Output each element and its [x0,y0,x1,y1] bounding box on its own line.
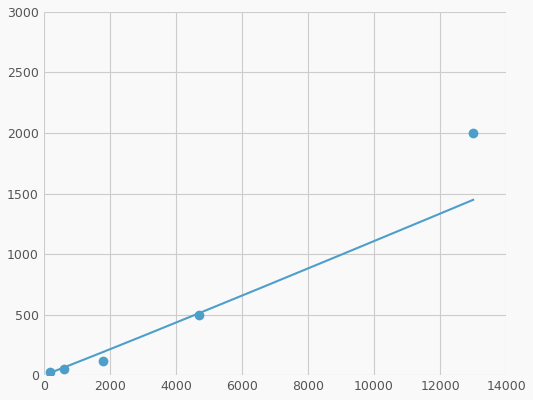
Point [99,358,108,364]
Point [59,366,68,372]
Point [195,312,203,318]
Point [469,130,478,136]
Point [46,368,54,375]
